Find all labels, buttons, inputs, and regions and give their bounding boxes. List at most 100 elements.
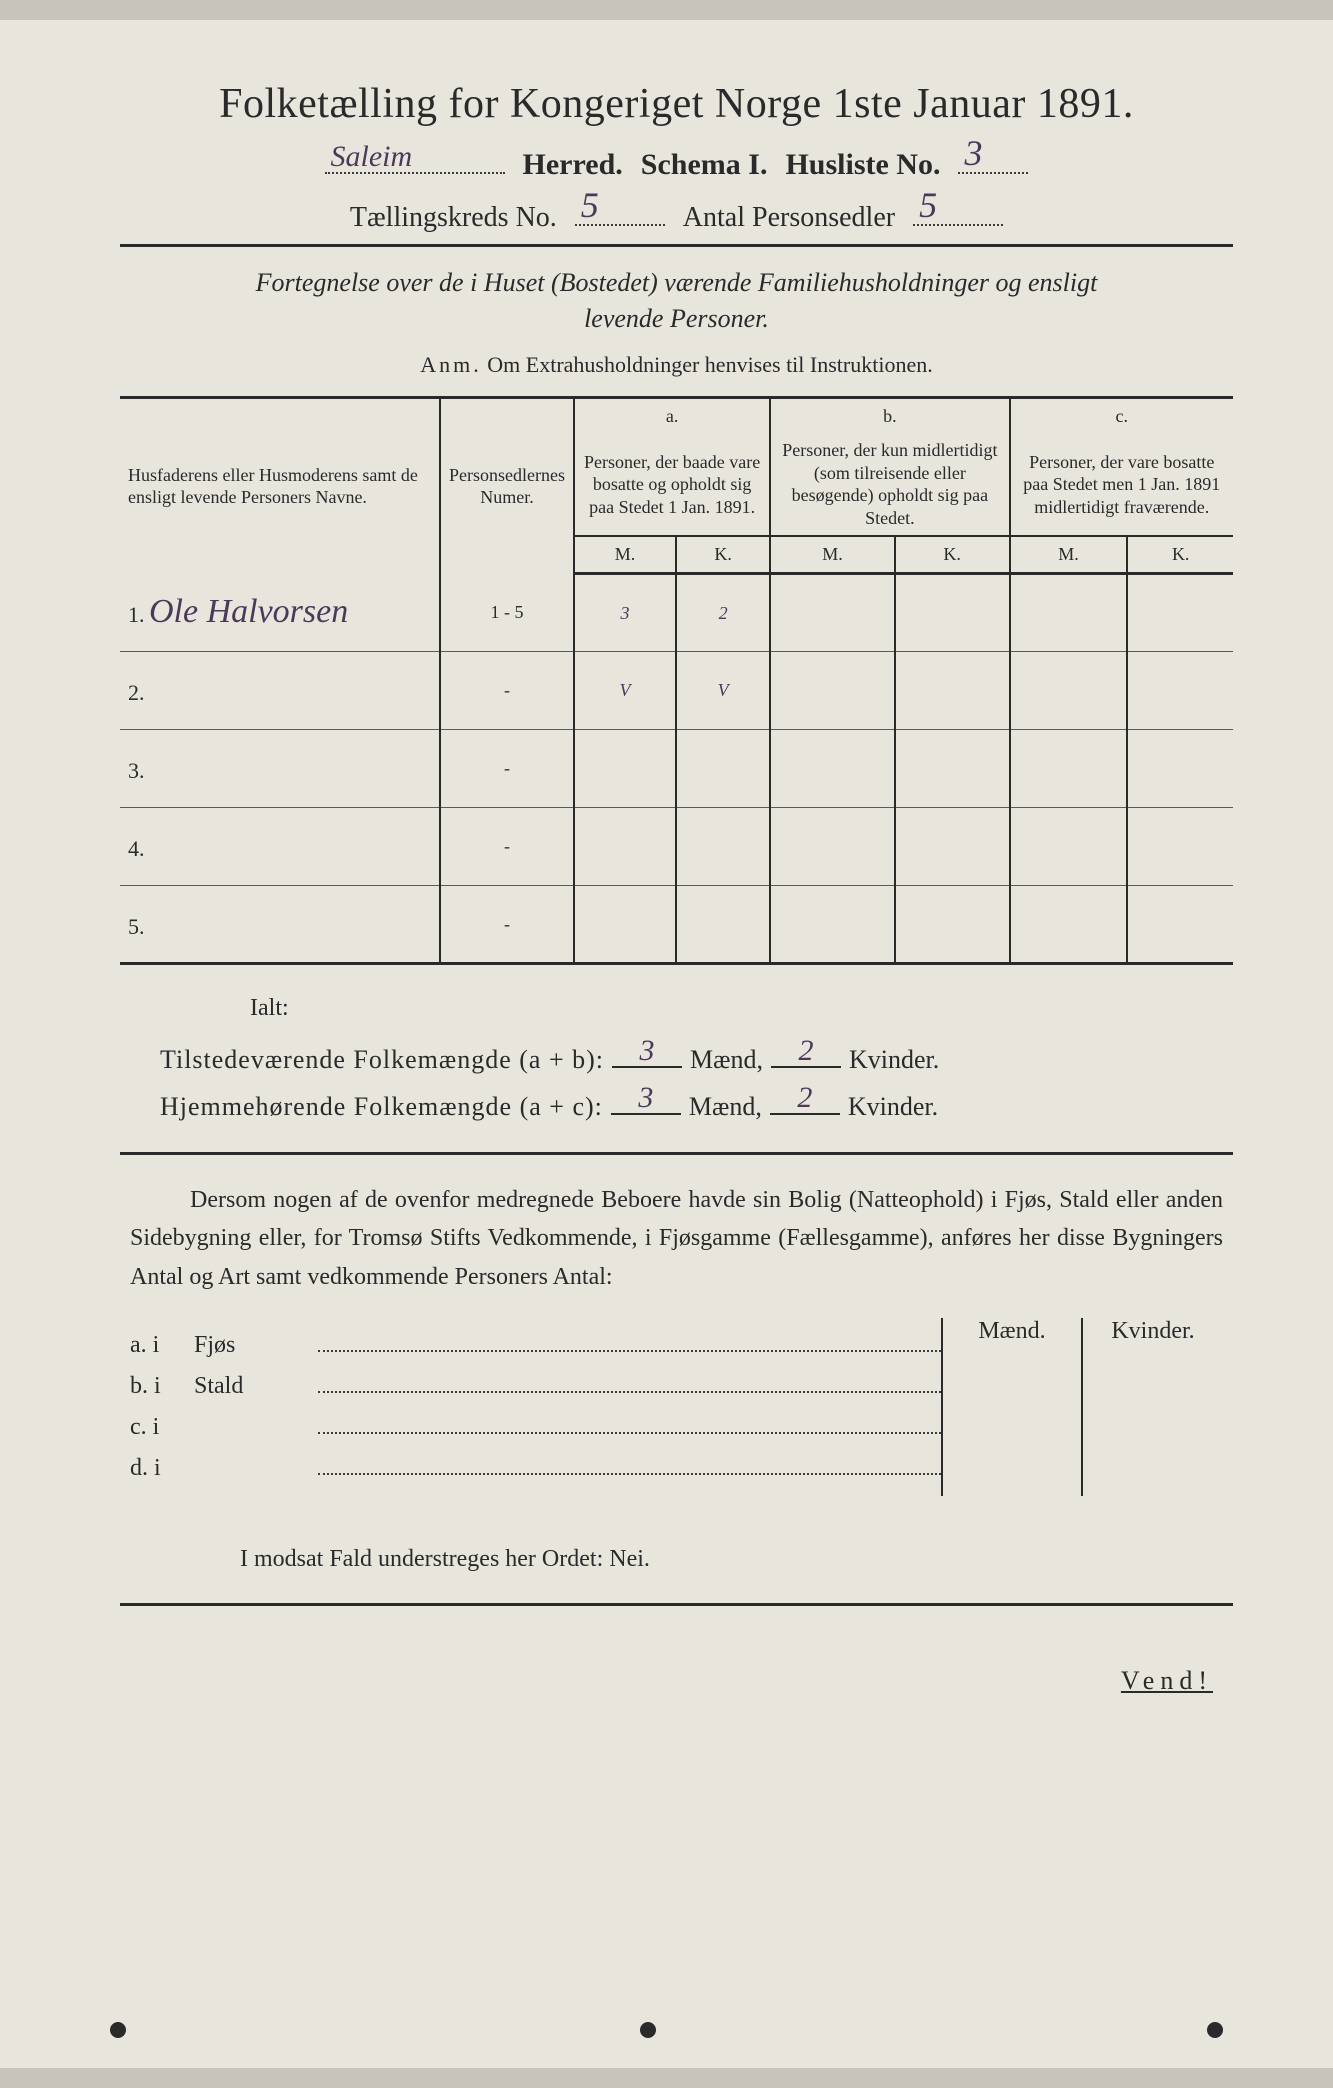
totals1-k: 2 <box>798 1034 813 1068</box>
row-bk <box>895 729 1010 807</box>
building-line: b. iStald <box>130 1373 941 1400</box>
row-cm <box>1010 885 1128 963</box>
building-mk-columns: Mænd. Kvinder. <box>941 1318 1223 1496</box>
row-am: V <box>574 651 676 729</box>
row-bm <box>770 573 895 651</box>
row-bk <box>895 885 1010 963</box>
row-ak <box>676 807 770 885</box>
col-c-letter: c. <box>1010 397 1233 433</box>
husliste-value: 3 <box>964 132 982 174</box>
col-header-name: Husfaderens eller Husmoderens samt de en… <box>120 397 440 573</box>
table-row: 4. - <box>120 807 1233 885</box>
rule-bottom <box>120 1603 1233 1606</box>
totals1-kvinder: Kvinder. <box>849 1045 939 1075</box>
table-row: 1. Ole Halvorsen1 - 532 <box>120 573 1233 651</box>
totals-line-2: Hjemmehørende Folkemængde (a + c): 3 Mæn… <box>160 1085 1233 1122</box>
building-maend-col: Mænd. <box>943 1318 1083 1496</box>
kreds-label: Tællingskreds No. <box>350 202 557 234</box>
dotted-fill <box>318 1373 941 1393</box>
totals2-k: 2 <box>797 1081 812 1115</box>
header-line-2: Tællingskreds No. 5 Antal Personsedler 5 <box>120 192 1233 234</box>
row-name-cell: 3. <box>120 729 440 807</box>
kreds-field: 5 <box>575 192 665 226</box>
anm-line: Anm. Om Extrahusholdninger henvises til … <box>120 352 1233 378</box>
punch-hole <box>640 2022 656 2038</box>
antal-value: 5 <box>919 184 937 226</box>
anm-label: Anm. <box>420 352 482 377</box>
row-name-cell: 4. <box>120 807 440 885</box>
row-ak: V <box>676 651 770 729</box>
paragraph: Dersom nogen af de ovenfor medregnede Be… <box>130 1181 1223 1296</box>
husliste-label: Husliste No. <box>785 148 940 182</box>
row-name-cell: 5. <box>120 885 440 963</box>
totals2-m: 3 <box>638 1081 653 1115</box>
subtitle-line1: Fortegnelse over de i Huset (Bostedet) v… <box>256 268 1098 297</box>
punch-hole <box>1207 2022 1223 2038</box>
building-type: Stald <box>194 1373 304 1400</box>
rule-top <box>120 244 1233 247</box>
antal-label: Antal Personsedler <box>683 202 895 234</box>
page-title: Folketælling for Kongeriget Norge 1ste J… <box>120 80 1233 128</box>
row-am <box>574 729 676 807</box>
row-cm <box>1010 651 1128 729</box>
totals2-kvinder: Kvinder. <box>848 1092 938 1122</box>
col-c-header: Personer, der vare bosatte paa Stedet me… <box>1010 433 1233 536</box>
col-a-m: M. <box>574 536 676 573</box>
col-header-number: Personsedlernes Numer. <box>440 397 574 573</box>
building-line: d. i <box>130 1455 941 1482</box>
row-am: 3 <box>574 573 676 651</box>
schema-label: Schema I. <box>641 148 768 182</box>
table-row: 5. - <box>120 885 1233 963</box>
totals-line-1: Tilstedeværende Folkemængde (a + b): 3 M… <box>160 1038 1233 1075</box>
building-label: a. i <box>130 1332 180 1359</box>
row-cm <box>1010 807 1128 885</box>
paragraph-text: Dersom nogen af de ovenfor medregnede Be… <box>130 1187 1223 1290</box>
col-b-letter: b. <box>770 397 1009 433</box>
col-b-k: K. <box>895 536 1010 573</box>
row-num-cell: - <box>440 807 574 885</box>
census-table: Husfaderens eller Husmoderens samt de en… <box>120 396 1233 965</box>
col-b-header: Personer, der kun midlertidigt (som tilr… <box>770 433 1009 536</box>
row-ck <box>1127 807 1233 885</box>
totals2-maend: Mænd, <box>689 1092 762 1122</box>
herred-label: Herred. <box>523 148 623 182</box>
row-am <box>574 807 676 885</box>
building-type: Fjøs <box>194 1332 304 1359</box>
subtitle: Fortegnelse over de i Huset (Bostedet) v… <box>120 265 1233 338</box>
anm-text: Om Extrahusholdninger henvises til Instr… <box>487 352 932 377</box>
row-bk <box>895 651 1010 729</box>
col-a-header: Personer, der baade vare bosatte og opho… <box>574 433 770 536</box>
rule-mid <box>120 1152 1233 1155</box>
row-num-cell: - <box>440 885 574 963</box>
antal-field: 5 <box>913 192 1003 226</box>
col-a-letter: a. <box>574 397 770 433</box>
col-c-m: M. <box>1010 536 1128 573</box>
row-bm <box>770 885 895 963</box>
totals1-m: 3 <box>640 1034 655 1068</box>
building-kvinder-col: Kvinder. <box>1083 1318 1223 1496</box>
ialt-label: Ialt: <box>250 995 1233 1022</box>
totals2-m-field: 3 <box>611 1085 681 1115</box>
herred-field: Saleim <box>325 140 505 174</box>
vend-label: Vend! <box>120 1666 1213 1696</box>
nei-line: I modsat Fald understreges her Ordet: Ne… <box>240 1546 1233 1573</box>
dotted-fill <box>318 1414 941 1434</box>
row-name-cell: 2. <box>120 651 440 729</box>
col-a-k: K. <box>676 536 770 573</box>
row-bm <box>770 807 895 885</box>
punch-hole <box>110 2022 126 2038</box>
totals1-maend: Mænd, <box>690 1045 763 1075</box>
totals2-label: Hjemmehørende Folkemængde (a + c): <box>160 1092 603 1122</box>
table-row: 2. -VV <box>120 651 1233 729</box>
row-num-cell: - <box>440 729 574 807</box>
row-bk <box>895 807 1010 885</box>
row-ck <box>1127 885 1233 963</box>
row-ak: 2 <box>676 573 770 651</box>
row-ck <box>1127 651 1233 729</box>
husliste-field: 3 <box>958 140 1028 174</box>
totals1-m-field: 3 <box>612 1038 682 1068</box>
dotted-fill <box>318 1332 941 1352</box>
header-line-1: Saleim Herred. Schema I. Husliste No. 3 <box>120 140 1233 182</box>
totals1-k-field: 2 <box>771 1038 841 1068</box>
kreds-value: 5 <box>581 184 599 226</box>
